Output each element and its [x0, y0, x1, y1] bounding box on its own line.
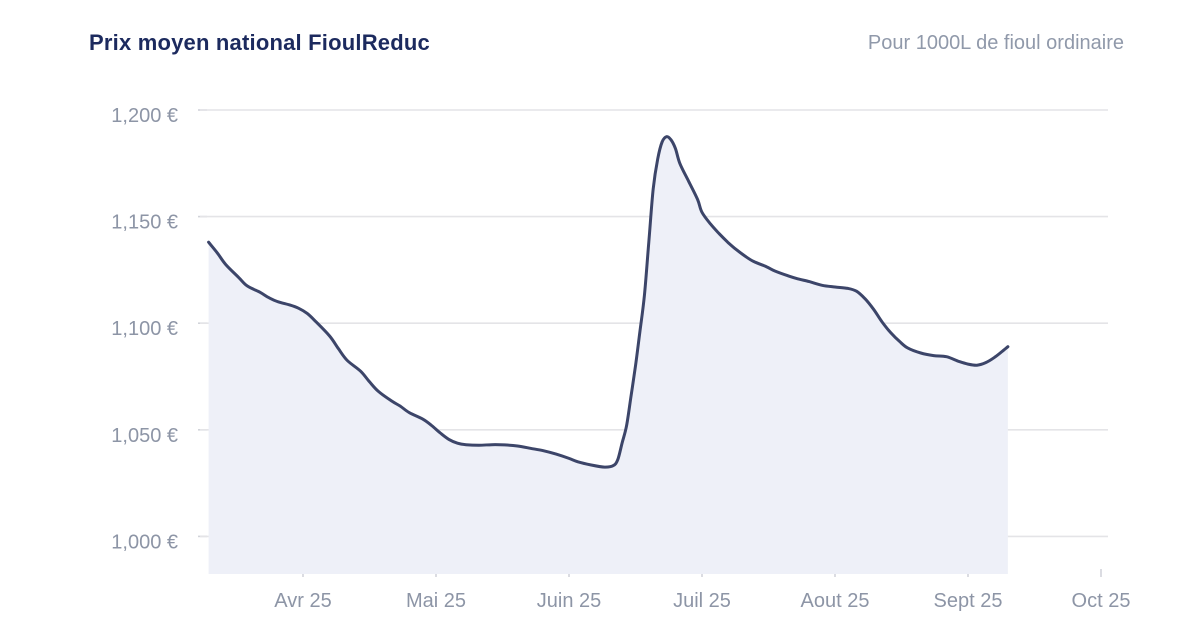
chart-subtitle: Pour 1000L de fioul ordinaire [867, 32, 1124, 54]
x-axis-label: Juin 25 [537, 590, 602, 612]
y-axis-label: 1,000 € [111, 531, 178, 553]
x-axis-label: Mai 25 [406, 590, 466, 612]
chart-title: Prix moyen national FioulReduc [89, 30, 430, 55]
price-area-fill [208, 136, 1008, 574]
y-axis-label: 1,050 € [111, 425, 178, 447]
y-axis-label: 1,100 € [111, 318, 178, 340]
x-axis-label: Aout 25 [801, 590, 870, 612]
y-axis-label: 1,200 € [111, 105, 178, 127]
price-line [207, 135, 1010, 469]
y-axis-label: 1,150 € [111, 212, 178, 234]
x-axis-label: Juil 25 [673, 590, 731, 612]
x-axis-label: Oct 25 [1072, 590, 1131, 612]
x-axis-label: Avr 25 [274, 590, 331, 612]
x-axis-label: Sept 25 [934, 590, 1003, 612]
